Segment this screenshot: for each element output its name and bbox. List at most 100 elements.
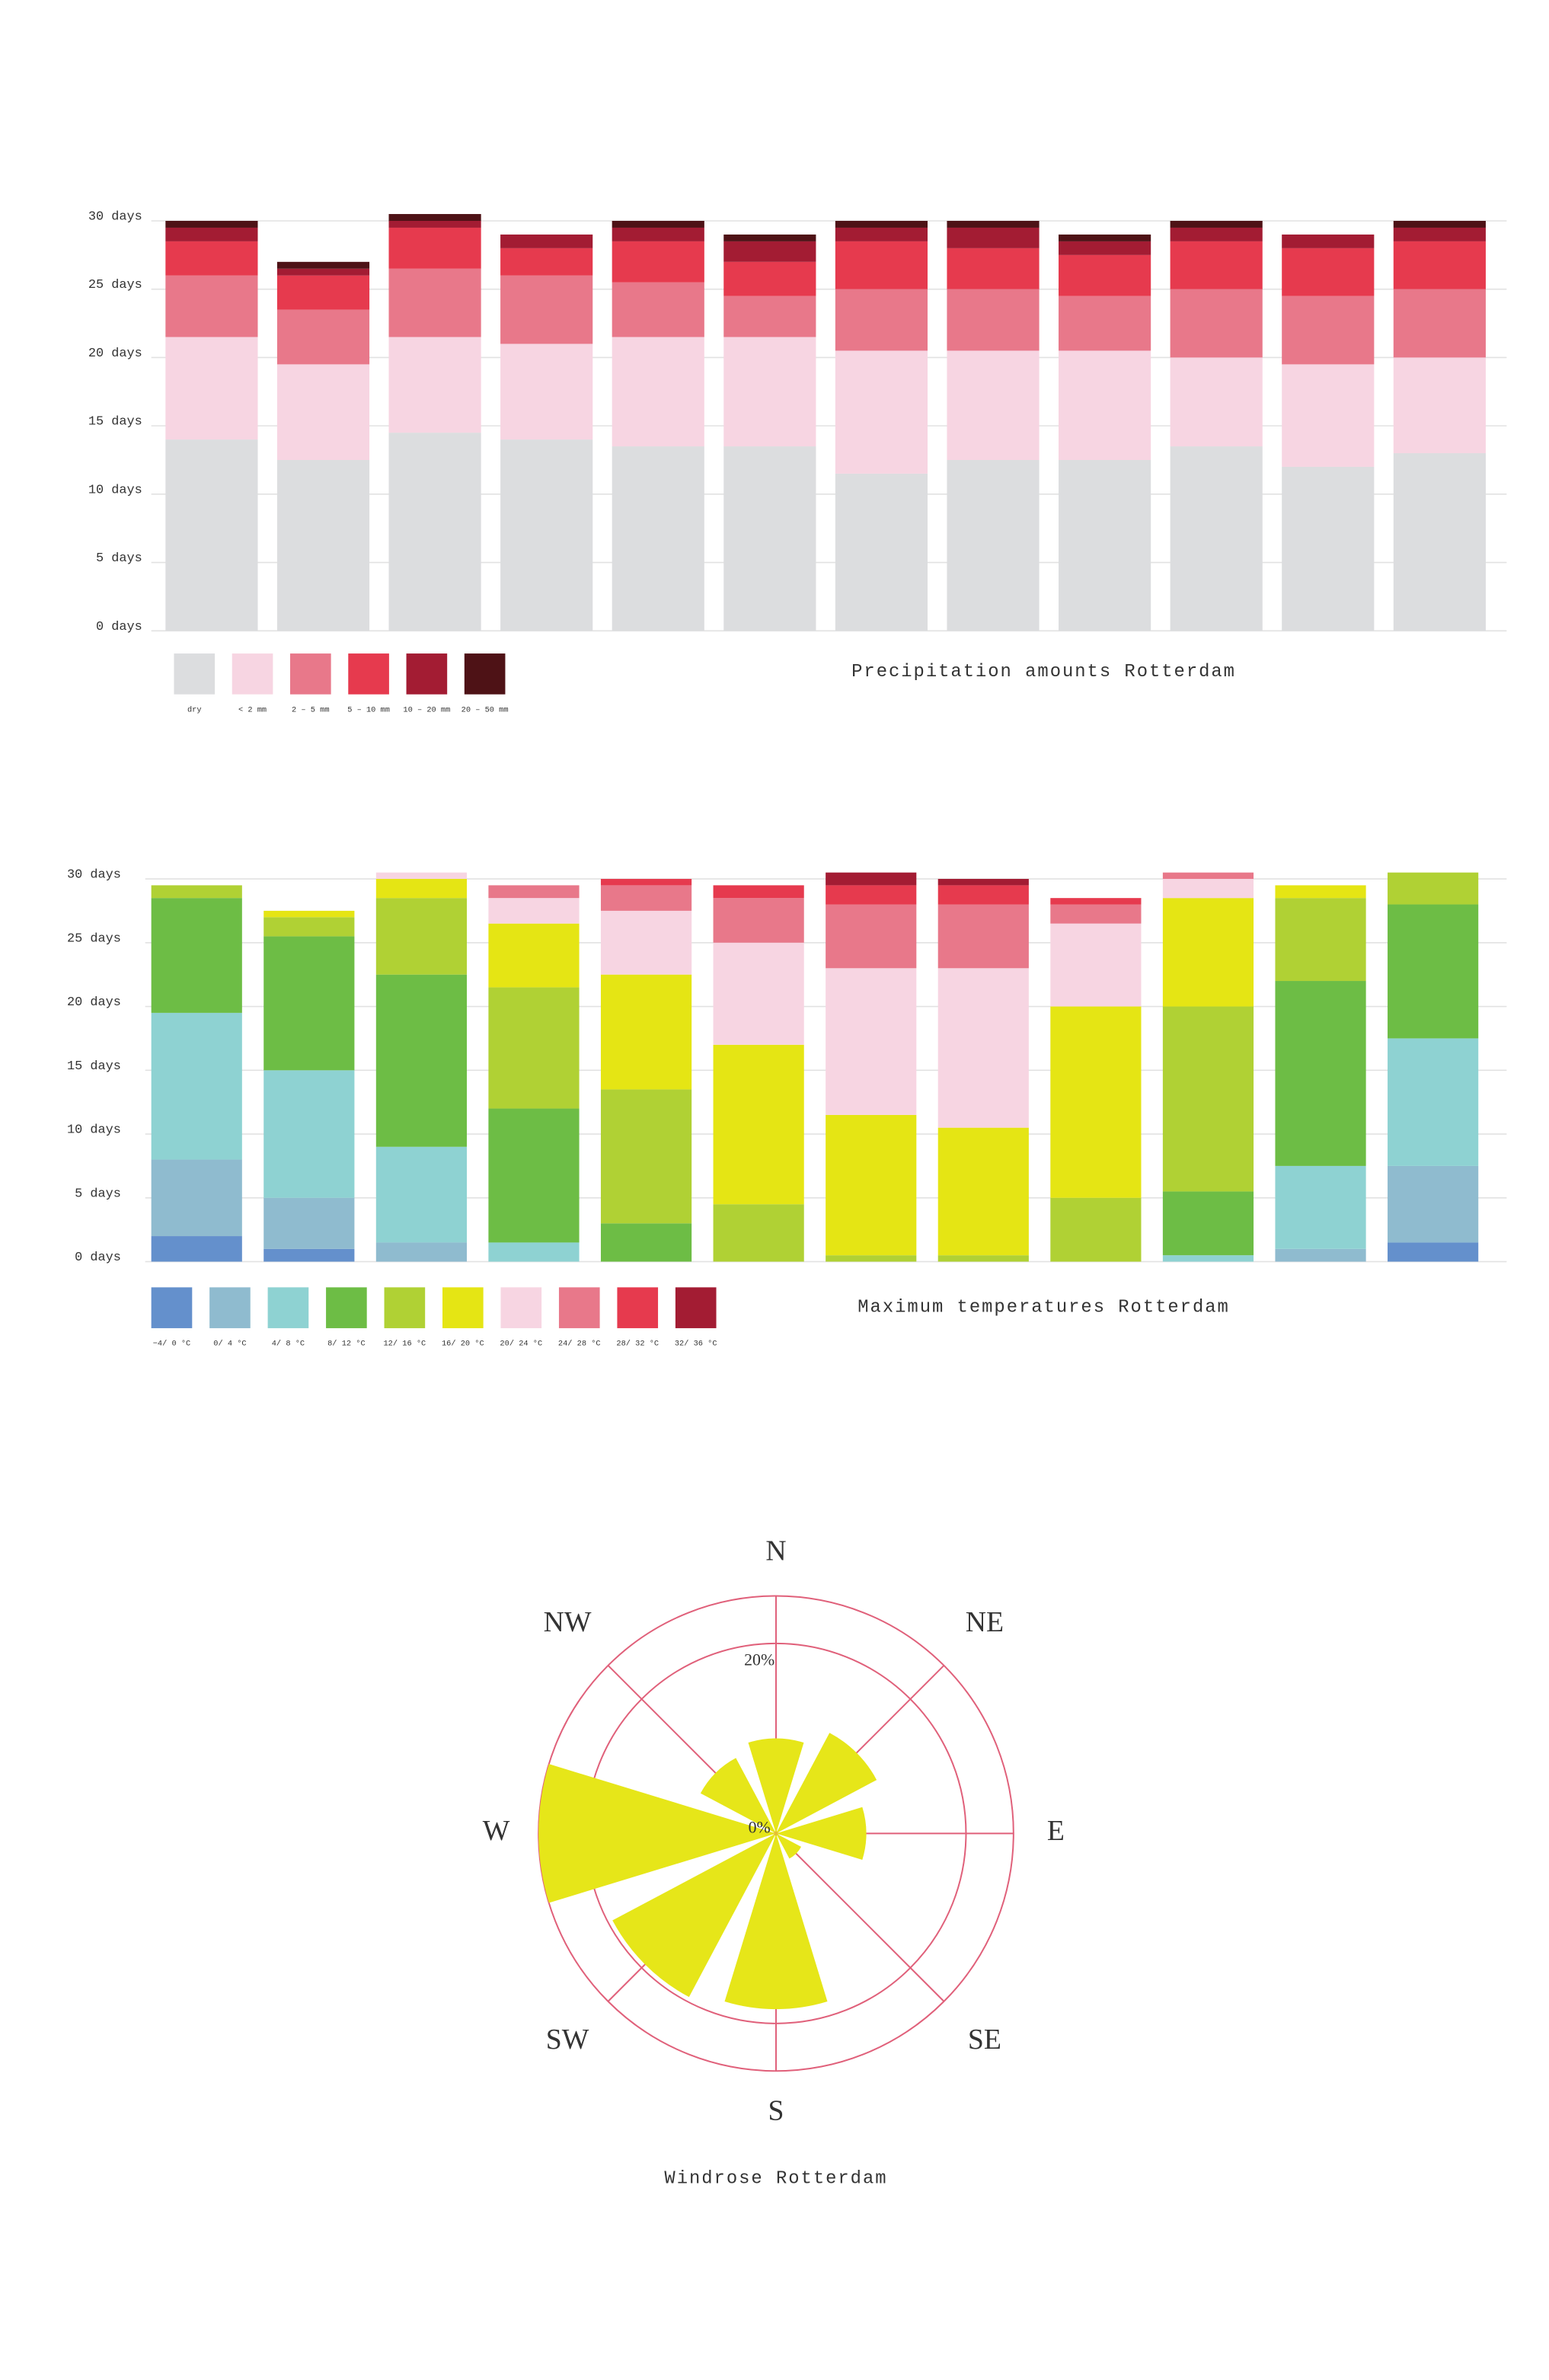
bar-segment	[263, 1197, 355, 1249]
legend-label: 4/ 8 °C	[272, 1340, 305, 1349]
bar-segment	[723, 261, 816, 296]
y-tick-label: 30 days	[67, 868, 121, 883]
bar-segment	[1388, 1165, 1479, 1243]
bar-segment	[600, 885, 692, 911]
bar-segment	[1050, 1006, 1142, 1198]
bar-segment	[600, 1223, 692, 1262]
bar-segment	[276, 275, 370, 310]
bar-segment	[165, 241, 258, 276]
bar-segment	[937, 1255, 1029, 1262]
petal	[775, 1807, 867, 1861]
legend-label: 20 – 50 mm	[462, 705, 509, 714]
bar-segment	[937, 885, 1029, 905]
bar-segment	[488, 923, 580, 988]
legend-swatch	[174, 653, 216, 695]
bar-segment	[1393, 227, 1486, 241]
direction-label: NW	[544, 1606, 592, 1638]
bar-segment	[1282, 364, 1375, 467]
chart-title: Windrose Rotterdam	[664, 2169, 887, 2190]
direction-label: E	[1047, 1815, 1065, 1847]
bar-segment	[947, 459, 1040, 631]
bar-segment	[375, 974, 467, 1147]
bar-segment	[1170, 220, 1263, 228]
bar-segment	[1282, 296, 1375, 365]
r-tick-label: 20%	[744, 1651, 774, 1669]
bar-segment	[263, 910, 355, 918]
bar-segment	[835, 220, 928, 228]
legend-label: 28/ 32 °C	[616, 1340, 659, 1349]
y-tick-label: 15 days	[67, 1059, 121, 1074]
direction-label: SE	[968, 2024, 1001, 2056]
petal	[724, 1833, 828, 2010]
bar-segment	[1393, 220, 1486, 228]
bar-segment	[1275, 885, 1366, 899]
legend-label: 20/ 24 °C	[500, 1340, 542, 1349]
bar-segment	[835, 241, 928, 289]
bar-segment	[263, 1070, 355, 1198]
bar-segment	[165, 275, 258, 337]
legend-swatch	[289, 653, 331, 695]
y-tick-label: 10 days	[67, 1123, 121, 1138]
bar-segment	[1059, 254, 1151, 296]
chart-title: Maximum temperatures Rotterdam	[858, 1297, 1230, 1318]
legend-label: 24/ 28 °C	[558, 1340, 601, 1349]
bar-segment	[488, 885, 580, 899]
bar-segment	[612, 220, 704, 228]
bar-segment	[1170, 241, 1263, 289]
bar-segment	[937, 879, 1029, 886]
direction-label: N	[765, 1535, 786, 1567]
bar-segment	[612, 241, 704, 283]
bar-segment	[600, 910, 692, 975]
bar-segment	[723, 296, 816, 337]
bar-segment	[835, 473, 928, 631]
legend-swatch	[209, 1287, 251, 1328]
bar-segment	[488, 1108, 580, 1243]
bar-segment	[165, 227, 258, 241]
petal	[775, 1733, 877, 1834]
bar-segment	[1162, 1006, 1254, 1192]
bar-segment	[1162, 898, 1254, 1007]
petal	[775, 1833, 802, 1859]
bar-segment	[600, 879, 692, 886]
bar-segment	[151, 1159, 242, 1237]
legend-label: 16/ 20 °C	[442, 1340, 484, 1349]
bar-segment	[947, 227, 1040, 248]
bar-segment	[1393, 289, 1486, 358]
bar-segment	[151, 885, 242, 899]
bar-segment	[500, 275, 593, 344]
legend-swatch	[232, 653, 273, 695]
y-tick-label: 20 days	[88, 347, 142, 361]
y-tick-label: 0 days	[75, 1251, 121, 1265]
legend-swatch	[675, 1287, 717, 1328]
bar-segment	[276, 459, 370, 631]
bar-segment	[500, 248, 593, 276]
bar-segment	[947, 248, 1040, 289]
bar-segment	[388, 433, 481, 631]
bar-segment	[1050, 904, 1142, 924]
bar-segment	[1059, 350, 1151, 460]
bar-segment	[1050, 1197, 1142, 1262]
y-tick-label: 15 days	[88, 415, 142, 430]
bar-segment	[1162, 879, 1254, 899]
bar-segment	[1388, 1242, 1479, 1262]
bar-segment	[1275, 898, 1366, 982]
bar-segment	[713, 898, 804, 943]
bar-segment	[488, 987, 580, 1109]
bar-segment	[1393, 241, 1486, 289]
bar-segment	[723, 241, 816, 262]
bar-segment	[1050, 923, 1142, 1007]
bar-segment	[151, 1236, 242, 1262]
bar-segment	[1388, 872, 1479, 905]
bar-segment	[500, 343, 593, 440]
bar-segment	[1059, 459, 1151, 631]
y-tick-label: 10 days	[88, 483, 142, 497]
bar-segment	[1282, 466, 1375, 631]
bar-segment	[276, 261, 370, 269]
bar-segment	[835, 227, 928, 241]
bar-segment	[276, 309, 370, 365]
bar-segment	[937, 968, 1029, 1128]
bar-segment	[1388, 1038, 1479, 1166]
direction-label: NE	[966, 1606, 1004, 1638]
y-tick-label: 5 days	[96, 551, 142, 566]
